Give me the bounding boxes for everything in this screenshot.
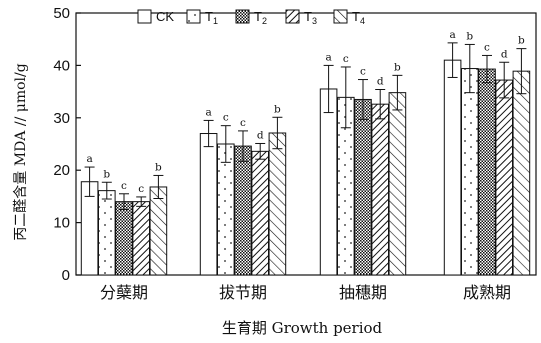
bar-t2 bbox=[354, 98, 372, 276]
x-tick-label: 抽穗期 bbox=[339, 283, 387, 302]
significance-letter: c bbox=[223, 112, 229, 124]
significance-letter: b bbox=[155, 161, 162, 173]
significance-letter: d bbox=[377, 76, 384, 88]
legend-swatch-ck bbox=[137, 9, 152, 24]
bar-t4 bbox=[512, 70, 531, 276]
legend-swatch-t4 bbox=[333, 9, 348, 24]
bar-t3 bbox=[371, 103, 389, 276]
significance-letter: a bbox=[325, 51, 331, 63]
significance-letter: b bbox=[394, 61, 401, 73]
bar-t2 bbox=[478, 68, 496, 276]
significance-letter: c bbox=[360, 66, 366, 78]
significance-letter: b bbox=[103, 168, 110, 180]
y-tick-label: 0 bbox=[62, 267, 70, 284]
y-tick-label: 20 bbox=[53, 162, 70, 179]
significance-letter: b bbox=[274, 103, 281, 115]
significance-letter: a bbox=[86, 153, 92, 165]
x-tick-label: 成熟期 bbox=[463, 283, 511, 302]
bar-t4 bbox=[268, 132, 287, 276]
bar-t4 bbox=[149, 186, 168, 276]
bar-t1 bbox=[461, 68, 479, 276]
x-tick-label: 分蘖期 bbox=[100, 283, 148, 302]
bar-ck bbox=[199, 133, 218, 276]
bar-ck bbox=[319, 88, 338, 276]
bar-t1 bbox=[98, 190, 116, 276]
significance-letter: d bbox=[501, 48, 508, 60]
legend-label-t4: T4 bbox=[352, 9, 365, 26]
y-tick-label: 10 bbox=[53, 215, 70, 232]
bar-t3 bbox=[132, 201, 150, 276]
significance-letter: c bbox=[121, 180, 127, 192]
significance-letter: c bbox=[240, 117, 246, 129]
significance-letter: b bbox=[518, 35, 525, 47]
bar-t3 bbox=[251, 150, 269, 276]
significance-letter: c bbox=[138, 183, 144, 195]
bar-t4 bbox=[388, 92, 407, 276]
x-tick-label: 拔节期 bbox=[219, 283, 267, 302]
bar-t2 bbox=[115, 201, 133, 276]
legend-label-t1: T1 bbox=[205, 9, 218, 26]
significance-letter: c bbox=[343, 53, 349, 65]
bar-t1 bbox=[217, 143, 235, 276]
y-tick-label: 30 bbox=[53, 110, 70, 127]
significance-letter: a bbox=[205, 106, 211, 118]
significance-letter: a bbox=[449, 29, 455, 41]
legend-label-ck: CK bbox=[156, 9, 174, 24]
legend-swatch-t1 bbox=[186, 9, 201, 24]
legend-label-t3: T3 bbox=[304, 9, 317, 26]
legend-swatch-t3 bbox=[285, 9, 300, 24]
y-tick-label: 50 bbox=[53, 5, 70, 22]
x-axis-label: 生育期 Growth period bbox=[222, 319, 383, 337]
y-axis-label: 丙二醛含量 MDA // μmol/g bbox=[13, 63, 29, 240]
legend-label-t2: T2 bbox=[254, 9, 267, 26]
plot-frame bbox=[75, 12, 537, 276]
significance-letter: c bbox=[484, 41, 490, 53]
legend-swatch-t2 bbox=[235, 9, 250, 24]
y-tick-label: 40 bbox=[53, 57, 70, 74]
bar-ck bbox=[443, 59, 462, 276]
significance-letter: d bbox=[257, 129, 264, 141]
bar-t3 bbox=[495, 79, 513, 276]
bar-t2 bbox=[234, 145, 252, 276]
significance-letter: b bbox=[466, 30, 473, 42]
